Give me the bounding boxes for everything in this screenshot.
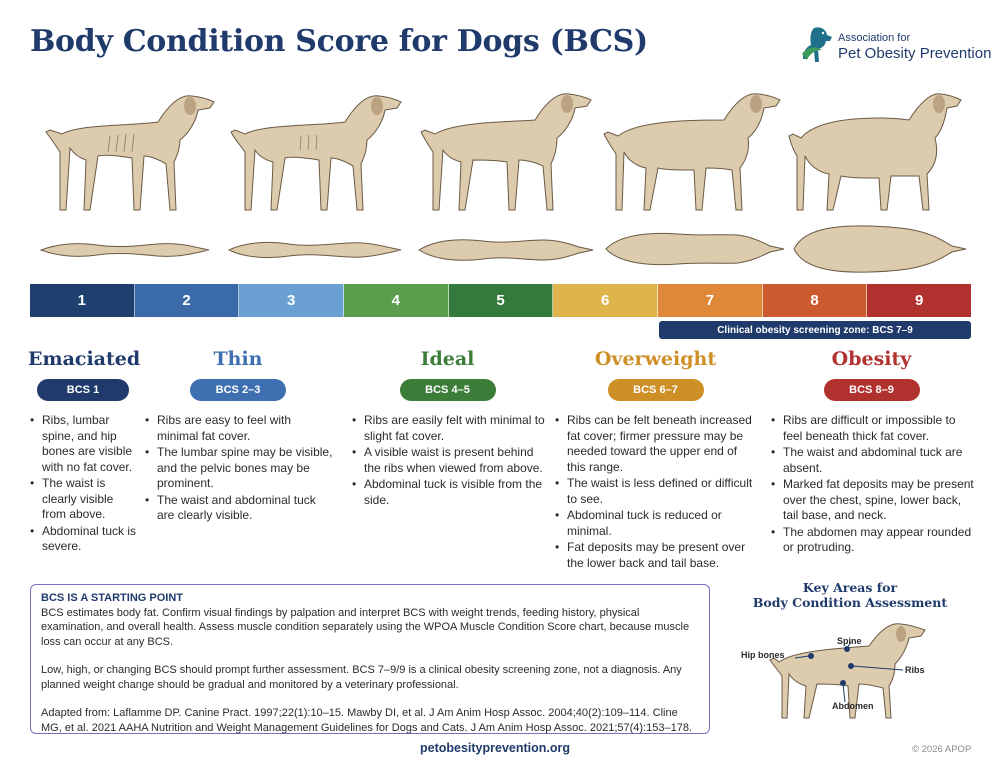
category-bullets: Ribs are easy to feel with minimal fat c… (143, 413, 333, 524)
category-title: Thin (213, 348, 263, 370)
category-bullets: Ribs, lumbar spine, and hip bones are vi… (28, 413, 138, 555)
dog-side-bcs5 (420, 93, 592, 211)
scale-cell-5: 5 (448, 284, 554, 317)
bullet-item: The waist and abdominal tuck are clearly… (143, 493, 333, 524)
page-title: Body Condition Score for Dogs (BCS) (30, 24, 648, 59)
logo-text-line1: Association for (838, 32, 911, 44)
bullet-item: The waist and abdominal tuck are absent. (769, 445, 974, 476)
key-title-line2: Body Condition Assessment (752, 595, 948, 610)
category-obesity: Obesity BCS 8–9 Ribs are difficult or im… (769, 348, 974, 557)
bullet-item: Abdominal tuck is reduced or minimal. (553, 508, 758, 539)
category-pill: BCS 1 (37, 379, 129, 401)
dog-top-bcs9 (793, 225, 967, 273)
dog-side-bcs7 (603, 93, 781, 211)
dog-top-bcs5 (418, 239, 594, 261)
category-emaciated: Emaciated BCS 1 Ribs, lumbar spine, and … (28, 348, 141, 556)
bullet-item: Ribs are difficult or impossible to feel… (769, 413, 974, 444)
bullet-item: The lumbar spine may be visible, and the… (143, 445, 333, 492)
category-bullets: Ribs can be felt beneath increased fat c… (553, 413, 758, 571)
bullet-item: Ribs are easy to feel with minimal fat c… (143, 413, 333, 444)
category-ideal: Ideal BCS 4–5 Ribs are easily felt with … (350, 348, 545, 509)
note-heading: BCS IS A STARTING POINT (41, 592, 183, 604)
category-title: Obesity (831, 348, 912, 370)
bullet-item: Fat deposits may be present over the low… (553, 540, 758, 571)
bullet-item: The waist is less defined or difficult t… (553, 476, 758, 507)
scale-cell-9: 9 (867, 284, 972, 317)
category-pill: BCS 2–3 (190, 379, 286, 401)
scale-cell-4: 4 (344, 284, 449, 317)
scale-cell-8: 8 (762, 284, 868, 317)
category-title: Ideal (420, 348, 475, 370)
category-bullets: Ribs are difficult or impossible to feel… (769, 413, 974, 556)
dog-top-bcs1 (39, 243, 210, 257)
key-label-spine: Spine (837, 636, 862, 646)
dog-side-bcs1 (45, 95, 215, 211)
bullet-item: Ribs can be felt beneath increased fat c… (553, 413, 758, 475)
category-pill: BCS 4–5 (399, 379, 496, 401)
logo-text-line2: Pet Obesity Prevention (838, 45, 992, 62)
footer-website[interactable]: petobesityprevention.org (420, 741, 571, 755)
category-thin: Thin BCS 2–3 Ribs are easy to feel with … (143, 348, 333, 525)
bullet-item: A visible waist is present behind the ri… (350, 445, 545, 476)
dog-top-bcs3 (227, 241, 402, 259)
scale-cell-1: 1 (30, 284, 135, 317)
bullet-item: The abdomen may appear rounded or protru… (769, 525, 974, 556)
category-bullets: Ribs are easily felt with minimal to sli… (350, 413, 545, 508)
category-pill: BCS 6–7 (607, 379, 704, 401)
bullet-item: The waist is clearly visible from above. (28, 476, 138, 523)
category-pill: BCS 8–9 (823, 379, 920, 401)
note-paragraph: BCS estimates body fat. Confirm visual f… (41, 606, 690, 648)
note-references: Adapted from: Laflamme DP. Canine Pract.… (41, 707, 692, 734)
bullet-item: Ribs are easily felt with minimal to sli… (350, 413, 545, 444)
scale-cell-3: 3 (239, 284, 345, 317)
bullet-item: Marked fat deposits may be present over … (769, 477, 974, 524)
dog-top-bcs7 (605, 232, 785, 266)
bullet-item: Abdominal tuck is visible from the side. (350, 477, 545, 508)
key-areas-title: Key Areas for Body Condition Assessment (740, 580, 960, 610)
dog-side-bcs9 (788, 93, 962, 211)
copyright: © 2026 APOP (912, 744, 972, 755)
key-areas-dog-diagram (769, 623, 926, 719)
key-label-abdomen: Abdomen (832, 701, 874, 711)
scale-cell-6: 6 (553, 284, 659, 317)
dog-logo-icon (802, 27, 832, 62)
category-title: Overweight (594, 348, 717, 370)
scale-cell-2: 2 (134, 284, 240, 317)
obesity-zone-label: Clinical obesity screening zone: BCS 7–9 (659, 321, 971, 339)
scale-cell-7: 7 (658, 284, 763, 317)
key-title-line1: Key Areas for (802, 580, 898, 595)
key-label-ribs: Ribs (905, 665, 925, 675)
category-title: Emaciated (28, 348, 141, 370)
note-paragraph: Low, high, or changing BCS should prompt… (41, 664, 682, 691)
dog-side-bcs3 (230, 95, 402, 211)
bcs-scale-bar: 1 2 3 4 5 6 7 8 9 (30, 284, 972, 317)
logo: Association for Pet Obesity Prevention (800, 22, 992, 70)
bullet-item: Abdominal tuck is severe. (28, 524, 138, 555)
starting-point-note: BCS IS A STARTING POINT BCS estimates bo… (30, 584, 710, 734)
category-overweight: Overweight BCS 6–7 Ribs can be felt bene… (553, 348, 758, 572)
bullet-item: Ribs, lumbar spine, and hip bones are vi… (28, 413, 138, 475)
key-label-hip-bones: Hip bones (741, 650, 785, 660)
